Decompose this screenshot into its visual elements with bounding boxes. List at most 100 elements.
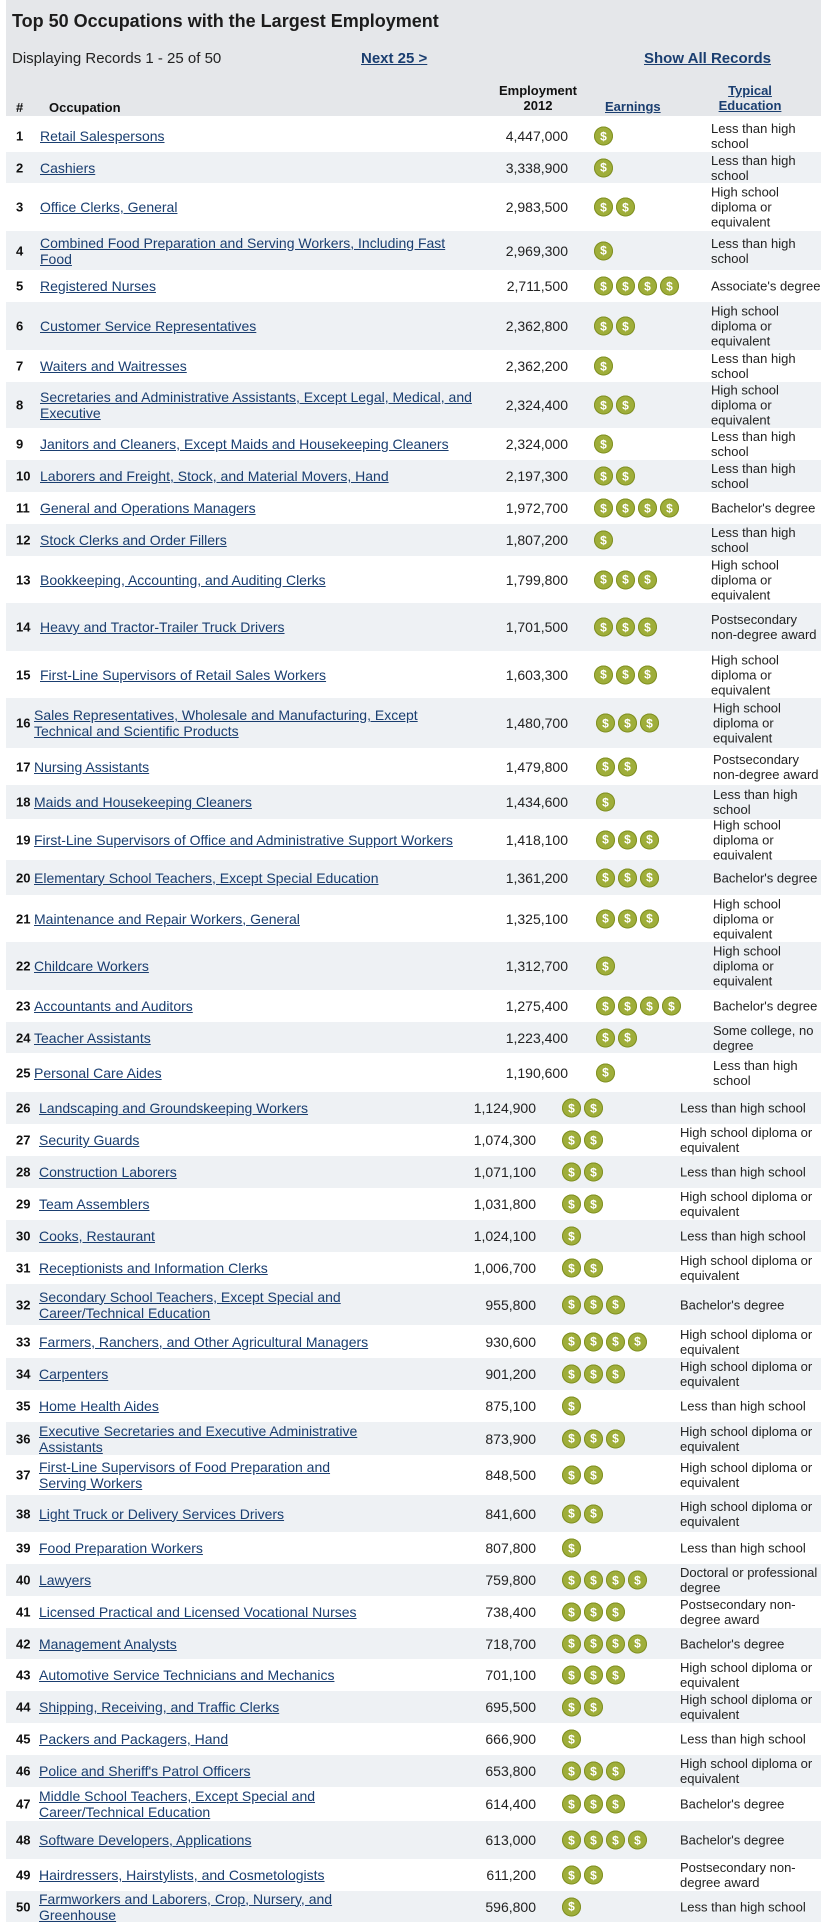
occupation-link[interactable]: Registered Nurses <box>40 278 156 294</box>
education-value: High school diploma or equivalent <box>711 557 779 602</box>
occupation-link[interactable]: Farmers, Ranchers, and Other Agricultura… <box>39 1333 369 1350</box>
employment-value: 1,031,800 <box>473 1196 536 1212</box>
table-row: 7 Waiters and Waitresses 2,362,200 $ Less th… <box>6 350 821 382</box>
occupation-link[interactable]: Cashiers <box>40 159 96 176</box>
earnings-rating: $ $ $ <box>596 830 659 849</box>
occupation-link[interactable]: Waiters and Waitresses <box>40 358 187 374</box>
earnings-rating: $ $ $ <box>596 868 659 887</box>
occupation-link[interactable]: Teacher Assistants <box>34 1029 151 1046</box>
occupation-link[interactable]: Construction Laborers <box>39 1164 177 1180</box>
dollar-coin-icon: $ <box>562 1602 581 1622</box>
earnings-rating: $ $ $ <box>596 909 659 928</box>
occupation-link[interactable]: Police and Sheriff's Patrol Officers <box>39 1763 251 1779</box>
occupation-link[interactable]: Combined Food Preparation and Serving Wo… <box>40 234 446 267</box>
occupation-link[interactable]: Lawyers <box>39 1572 92 1588</box>
occupation-link[interactable]: Maids and Housekeeping Cleaners <box>34 794 252 810</box>
dollar-coin-icon: $ <box>618 909 637 928</box>
occupation-link[interactable]: Elementary School Teachers, Except Speci… <box>34 869 379 886</box>
show-all-link[interactable]: Show All Records <box>644 50 771 67</box>
occupation-link[interactable]: Receptionists and Information Clerks <box>39 1260 268 1276</box>
education-value: High school diploma or equivalent <box>680 1460 813 1490</box>
dollar-coin-icon: $ <box>562 1865 581 1885</box>
occupation-link[interactable]: Home Health Aides <box>39 1398 159 1414</box>
next-page-link[interactable]: Next 25 > <box>361 50 428 67</box>
education-value: Bachelor's degree <box>680 1297 785 1312</box>
education-value: Less than high school <box>680 1398 806 1414</box>
occupation-link[interactable]: Sales Representatives, Wholesale and Man… <box>34 707 418 739</box>
dollar-coin-icon: $ <box>596 830 615 849</box>
header-education[interactable]: Typical Education <box>710 83 790 113</box>
occupation-link[interactable]: Packers and Packagers, Hand <box>39 1731 229 1747</box>
dollar-coin-icon: $ <box>616 197 635 217</box>
dollar-coin-icon: $ <box>606 1429 625 1448</box>
header-earnings[interactable]: Earnings <box>605 99 661 114</box>
occupation-link[interactable]: Light Truck or Delivery Services Drivers <box>39 1505 285 1522</box>
occupation-link[interactable]: Hairdressers, Hairstylists, and Cosmetol… <box>39 1867 325 1883</box>
occupation-link[interactable]: Personal Care Aides <box>34 1064 162 1081</box>
occupation-link[interactable]: Bookkeeping, Accounting, and Auditing Cl… <box>40 571 326 588</box>
occupation-link[interactable]: Landscaping and Groundskeeping Workers <box>39 1100 309 1116</box>
occupation-link[interactable]: Maintenance and Repair Workers, General <box>34 910 300 927</box>
employment-value: 611,200 <box>486 1867 536 1883</box>
occupation-link[interactable]: Customer Service Representatives <box>40 318 257 334</box>
education-value: High school diploma or equivalent <box>713 817 781 862</box>
occupation-link[interactable]: First-Line Supervisors of Retail Sales W… <box>40 666 327 683</box>
occupation-link[interactable]: First-Line Supervisors of Food Preparati… <box>39 1459 331 1491</box>
dollar-coin-icon: $ <box>618 713 637 733</box>
occupation-link[interactable]: Middle School Teachers, Except Special a… <box>39 1788 316 1820</box>
occupation-link[interactable]: Secretaries and Administrative Assistant… <box>40 389 472 421</box>
dollar-coin-icon: $ <box>594 126 613 146</box>
dollar-coin-icon: $ <box>616 498 635 518</box>
occupation-link[interactable]: Automotive Service Technicians and Mecha… <box>39 1667 335 1683</box>
occupation-link[interactable]: Laborers and Freight, Stock, and Materia… <box>40 468 389 484</box>
dollar-coin-icon: $ <box>562 1098 581 1118</box>
occupation-link[interactable]: Childcare Workers <box>34 958 149 974</box>
employment-value: 1,603,300 <box>505 666 568 683</box>
employment-value: 1,701,500 <box>505 619 568 635</box>
occupation-link[interactable]: General and Operations Managers <box>40 500 256 516</box>
education-value: Postsecondary non-degree award <box>680 1860 796 1890</box>
earnings-rating: $ <box>596 792 615 812</box>
education-value: Less than high school <box>680 1100 806 1116</box>
row-number: 14 <box>16 619 31 635</box>
table-row: 27 Security Guards 1,074,300 $ $ High school … <box>6 1124 821 1156</box>
earnings-rating: $ $ <box>562 1697 603 1717</box>
occupation-link[interactable]: Management Analysts <box>39 1635 177 1652</box>
table-row: 19 First-Line Supervisors of Office and A… <box>6 817 821 862</box>
occupation-link[interactable]: Nursing Assistants <box>34 758 150 775</box>
occupation-link[interactable]: Carpenters <box>39 1366 109 1382</box>
occupation-link[interactable]: Food Preparation Workers <box>39 1540 203 1556</box>
dollar-coin-icon: $ <box>584 1830 603 1850</box>
header-education-line1[interactable]: Typical <box>728 83 772 98</box>
earnings-rating: $ <box>562 1396 581 1416</box>
earnings-rating: $ $ $ <box>594 570 657 589</box>
occupation-link[interactable]: Janitors and Cleaners, Except Maids and … <box>40 436 449 452</box>
occupation-link[interactable]: Farmworkers and Laborers, Crop, Nursery,… <box>39 1890 333 1922</box>
occupation-link[interactable]: Office Clerks, General <box>40 199 178 215</box>
table-row: 14 Heavy and Tractor-Trailer Truck Driver… <box>6 603 821 651</box>
education-value: Bachelor's degree <box>680 1636 785 1651</box>
table-row: 9 Janitors and Cleaners, Except Maids and… <box>6 428 821 460</box>
earnings-rating: $ $ $ $ <box>562 1570 647 1590</box>
row-number: 15 <box>16 667 31 682</box>
occupation-link[interactable]: Secondary School Teachers, Except Specia… <box>39 1288 341 1321</box>
education-value: High school diploma or equivalent <box>680 1498 813 1529</box>
occupation-link[interactable]: Software Developers, Applications <box>39 1832 252 1848</box>
occupation-link[interactable]: Heavy and Tractor-Trailer Truck Drivers <box>40 619 285 635</box>
occupation-link[interactable]: Shipping, Receiving, and Traffic Clerks <box>39 1699 280 1715</box>
occupation-link[interactable]: Licensed Practical and Licensed Vocation… <box>39 1604 357 1620</box>
education-value: Less than high school <box>680 1731 806 1747</box>
occupation-link[interactable]: Security Guards <box>39 1132 140 1148</box>
dollar-coin-icon: $ <box>562 1130 581 1150</box>
occupation-link[interactable]: Team Assemblers <box>39 1196 150 1212</box>
occupation-link[interactable]: Executive Secretaries and Executive Admi… <box>39 1422 358 1455</box>
occupation-link[interactable]: First-Line Supervisors of Office and Adm… <box>34 831 453 848</box>
header-education-line2[interactable]: Education <box>718 98 782 113</box>
education-value: High school diploma or equivalent <box>680 1692 813 1722</box>
occupation-link[interactable]: Accountants and Auditors <box>34 998 193 1014</box>
employment-value: 1,972,700 <box>505 500 568 516</box>
occupation-link[interactable]: Cooks, Restaurant <box>39 1228 155 1244</box>
occupation-link[interactable]: Retail Salespersons <box>40 128 165 144</box>
row-number: 6 <box>16 318 24 334</box>
occupation-link[interactable]: Stock Clerks and Order Fillers <box>40 532 227 548</box>
